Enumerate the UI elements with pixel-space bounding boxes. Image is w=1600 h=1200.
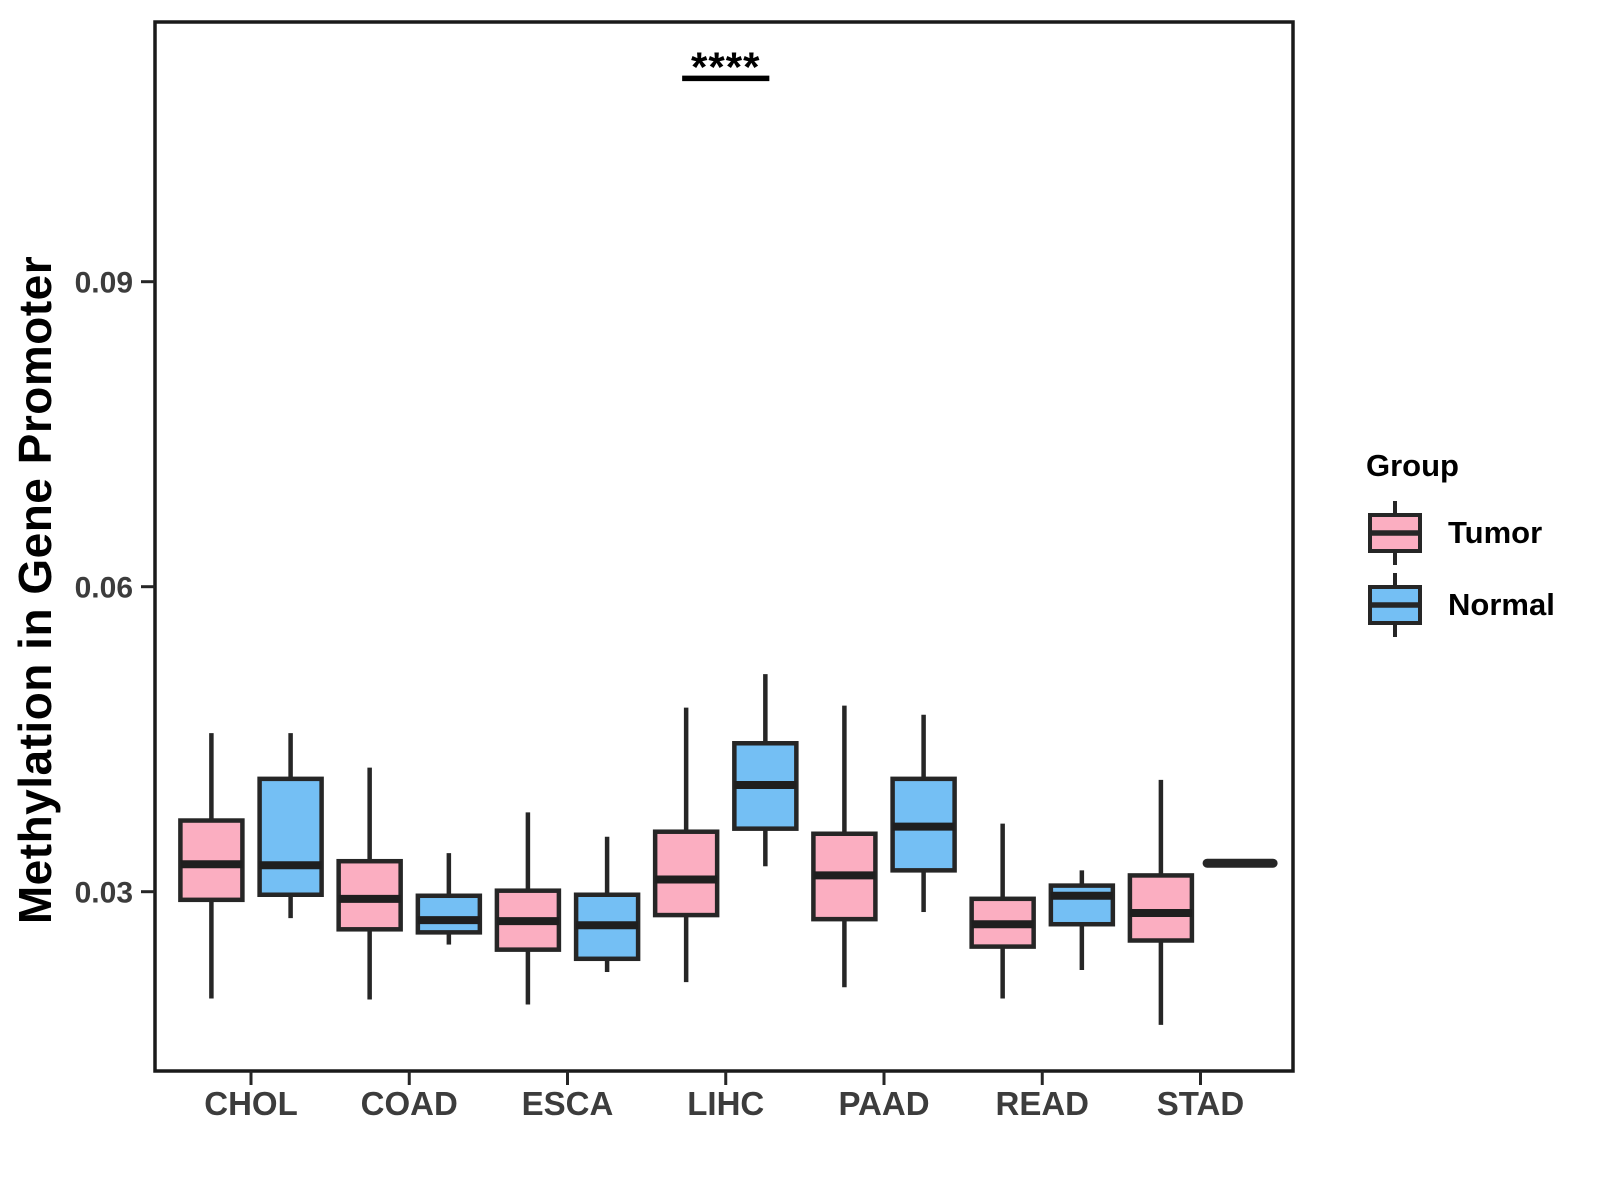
boxplot-glyph-icon xyxy=(1368,501,1422,565)
x-tick-label-paad: PAAD xyxy=(838,1085,929,1122)
legend: Group Tumor Normal xyxy=(1366,448,1555,642)
x-tick-label-stad: STAD xyxy=(1157,1085,1244,1122)
y-tick-label-0.06: 0.06 xyxy=(75,572,133,605)
boxplot-glyph-icon xyxy=(1368,573,1422,637)
y-axis-title: Methylation in Gene Promoter xyxy=(9,255,61,925)
box-chol-tumor xyxy=(178,818,245,903)
x-tick-label-lihc: LIHC xyxy=(687,1085,764,1122)
box-read-normal xyxy=(1048,883,1116,927)
box-chol-normal xyxy=(257,776,324,897)
x-tick-label-esca: ESCA xyxy=(522,1085,614,1122)
box-lihc-tumor xyxy=(652,829,720,918)
plot-panel xyxy=(153,20,1295,1073)
x-tick-label-chol: CHOL xyxy=(204,1085,298,1122)
legend-title: Group xyxy=(1366,448,1459,483)
y-tick-label-0.09: 0.09 xyxy=(75,267,133,300)
legend-label-tumor: Tumor xyxy=(1448,515,1543,550)
box-coad-normal xyxy=(415,893,483,935)
x-tick-label-coad: COAD xyxy=(361,1085,458,1122)
legend-label-normal: Normal xyxy=(1448,587,1555,622)
legend-entries: Tumor Normal xyxy=(1366,498,1555,640)
x-tick-label-read: READ xyxy=(995,1085,1089,1122)
legend-entry-tumor: Tumor xyxy=(1366,498,1555,568)
y-tick-label-0.03: 0.03 xyxy=(75,877,133,910)
significance-stars: **** xyxy=(691,43,760,90)
box-stad-tumor xyxy=(1127,873,1195,943)
legend-entry-normal: Normal xyxy=(1366,570,1555,640)
